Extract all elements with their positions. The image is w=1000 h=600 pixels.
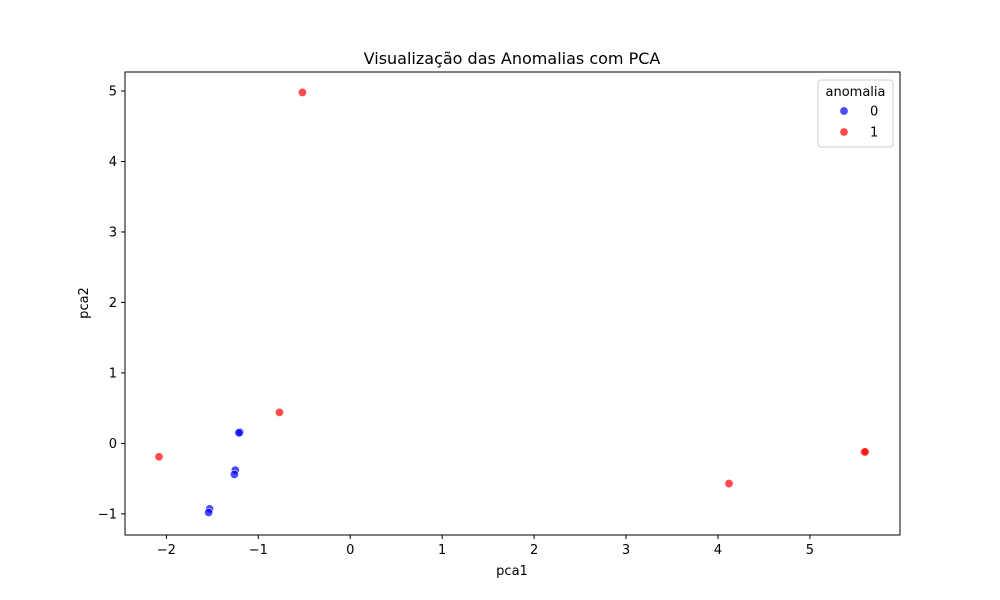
- data-point-anomalia-1: [724, 479, 734, 489]
- x-tick-label: −2: [157, 543, 176, 558]
- legend-marker-1: [839, 127, 849, 137]
- legend-label-0: 0: [870, 105, 878, 120]
- x-axis-label: pca1: [496, 564, 528, 579]
- data-point-anomalia-1: [860, 447, 870, 457]
- chart-title: Visualização das Anomalias com PCA: [364, 49, 661, 68]
- data-point-anomalia-1: [297, 87, 307, 97]
- x-tick-label: 4: [714, 543, 722, 558]
- axes-frame: [124, 71, 901, 536]
- y-tick-label: −1: [98, 507, 117, 522]
- data-point-anomalia-1: [154, 452, 164, 462]
- legend-items: 01: [839, 105, 878, 141]
- y-tick-label: 1: [109, 366, 117, 381]
- x-tick-label: 0: [346, 543, 354, 558]
- y-tick-label: 0: [109, 437, 117, 452]
- legend: anomalia 01: [817, 79, 894, 148]
- data-point-anomalia-0: [229, 469, 239, 479]
- data-point-anomalia-0: [204, 507, 214, 517]
- data-point-anomalia-0: [234, 428, 244, 438]
- x-tick-label: 5: [806, 543, 814, 558]
- legend-marker-0: [839, 106, 849, 116]
- y-axis-label: pca2: [77, 287, 92, 319]
- data-point-anomalia-1: [274, 407, 284, 417]
- legend-title: anomalia: [826, 85, 886, 100]
- legend-label-1: 1: [870, 126, 878, 141]
- legend-frame: [817, 79, 894, 148]
- x-tick-label: 3: [622, 543, 630, 558]
- x-tick-label: 2: [530, 543, 538, 558]
- y-tick-label: 5: [109, 85, 117, 100]
- x-tick-label: 1: [438, 543, 446, 558]
- x-tick-label: −1: [249, 543, 268, 558]
- y-tick-label: 3: [109, 225, 117, 240]
- y-tick-label: 2: [109, 296, 117, 311]
- y-tick-label: 4: [109, 155, 117, 170]
